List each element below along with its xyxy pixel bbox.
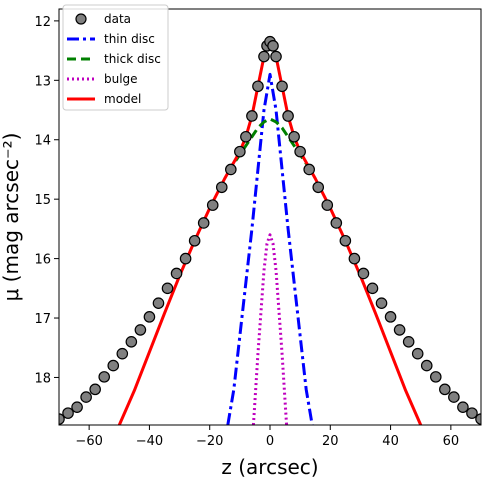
data-point [98, 371, 111, 383]
legend-label: model [104, 92, 141, 106]
data-point [448, 391, 460, 403]
series-data [59, 35, 481, 425]
data-point [420, 359, 433, 372]
y-axis-label: μ (mag arcsec⁻²) [0, 133, 23, 302]
data-point [206, 199, 219, 211]
data-point [197, 217, 210, 229]
data-point [330, 217, 343, 229]
data-point [246, 110, 258, 122]
data-point [294, 145, 306, 158]
y-tick-label: 13 [34, 74, 51, 89]
data-point [143, 311, 156, 323]
data-point [402, 335, 415, 348]
data-point [125, 335, 138, 348]
data-point [116, 347, 129, 360]
data-point [393, 324, 406, 336]
y-tick-label: 17 [34, 312, 51, 327]
data-point [152, 297, 165, 309]
y-tick-label: 12 [34, 15, 51, 30]
legend: data thin disc thick disc bulge model [62, 4, 169, 111]
legend-entry-model: model [67, 92, 141, 106]
data-point [62, 407, 74, 419]
legend-box [62, 4, 169, 111]
y-tick-label: 18 [34, 371, 51, 386]
data-point [429, 371, 442, 383]
series-line-thick-disc [226, 117, 314, 174]
series-layer [59, 35, 481, 425]
data-point [321, 199, 334, 211]
x-tick-label: −20 [196, 434, 223, 449]
legend-entry-thin-disc: thin disc [67, 32, 155, 46]
data-point [384, 311, 397, 323]
x-tick-label: 40 [382, 434, 399, 449]
y-tick-label: 16 [34, 253, 51, 268]
data-point [439, 383, 451, 396]
data-point [215, 181, 228, 194]
data-point [252, 80, 264, 93]
y-tick-label: 14 [34, 134, 51, 149]
legend-label: thick disc [104, 52, 161, 66]
data-point [179, 252, 192, 265]
data-point [366, 282, 379, 295]
y-axis: 12 13 14 15 16 17 18 [34, 15, 59, 386]
data-point [466, 407, 478, 419]
data-point [80, 391, 92, 403]
data-point [59, 413, 65, 425]
legend-entry-thick-disc: thick disc [67, 52, 161, 66]
data-point [225, 163, 237, 176]
data-point [282, 110, 294, 122]
data-point [411, 347, 424, 360]
legend-label: data [104, 12, 131, 26]
x-tick-label: 0 [266, 434, 274, 449]
series-line-bulge [251, 233, 289, 425]
data-point [270, 50, 282, 63]
x-tick-label: −60 [75, 434, 102, 449]
data-point [375, 297, 388, 309]
legend-label: bulge [104, 72, 138, 86]
series-line-thin-disc [226, 72, 314, 425]
data-point [339, 234, 352, 247]
x-tick-label: 60 [443, 434, 460, 449]
data-point [288, 130, 300, 143]
data-point [107, 359, 120, 372]
data-point [71, 401, 83, 413]
data-point [348, 252, 361, 265]
x-axis-label: z (arcsec) [221, 455, 318, 479]
data-point [258, 50, 270, 63]
data-point [188, 234, 201, 247]
x-axis: −60 −40 −20 0 20 40 60 [75, 425, 459, 449]
data-point [89, 383, 101, 396]
legend-label: thin disc [104, 32, 155, 46]
data-point [276, 80, 288, 93]
legend-entry-data: data [75, 12, 131, 26]
legend-entry-bulge: bulge [67, 72, 138, 86]
data-point [267, 40, 279, 52]
legend-marker [75, 13, 87, 25]
data-point [134, 324, 147, 336]
data-point [240, 130, 252, 143]
data-point [170, 267, 183, 280]
data-point [357, 267, 370, 280]
data-point [457, 401, 469, 413]
y-tick-label: 15 [34, 193, 51, 208]
data-point [303, 163, 315, 176]
data-point [312, 181, 325, 194]
data-point [234, 145, 246, 158]
x-tick-label: 20 [322, 434, 339, 449]
x-tick-label: −40 [136, 434, 163, 449]
data-point [161, 282, 174, 295]
